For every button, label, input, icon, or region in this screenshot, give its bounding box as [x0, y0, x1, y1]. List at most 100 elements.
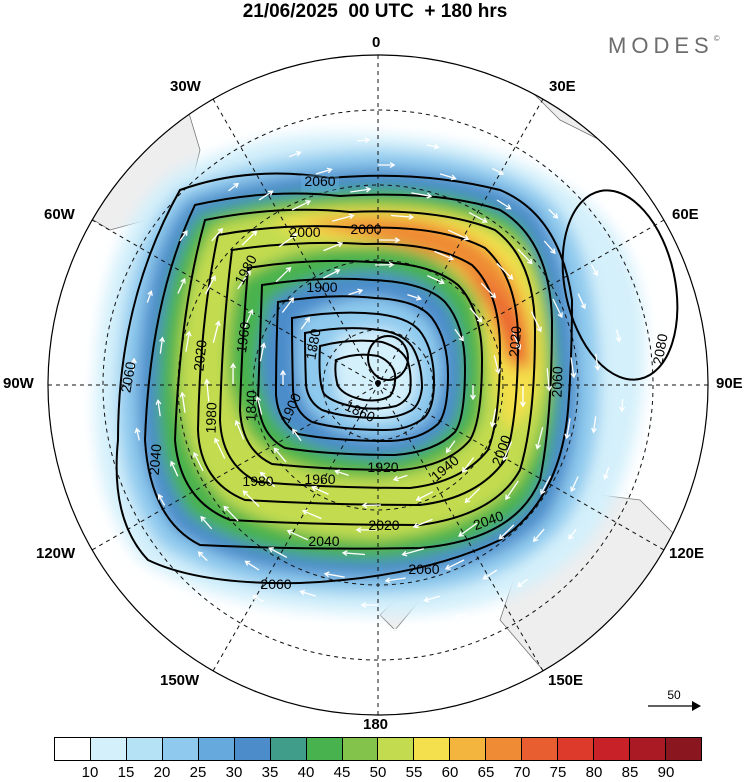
wind-vector: [259, 343, 265, 362]
contour-2000: [196, 225, 520, 507]
wind-vector-head: [311, 485, 317, 492]
wind-vector-head: [193, 451, 199, 458]
wind-vector: [241, 230, 257, 246]
wind-vector-head: [360, 602, 367, 608]
wind-vector: [503, 441, 513, 461]
wind-vector-head: [299, 589, 306, 596]
wind-vector: [455, 612, 468, 619]
wind-vector-head: [326, 167, 333, 174]
wind-vector-head: [267, 190, 274, 196]
wind-vector-head: [615, 336, 622, 343]
wind-vector: [315, 168, 332, 175]
wind-vector: [181, 392, 186, 413]
wind-vector-head: [461, 467, 468, 473]
wind-vector: [517, 578, 528, 587]
contour-1880: [303, 327, 424, 420]
wind-vector: [570, 357, 575, 378]
lon-label-180: 180: [363, 716, 389, 733]
wind-vector: [302, 510, 322, 520]
wind-vector: [604, 467, 610, 479]
colorbar-tick-label: 25: [189, 764, 207, 781]
wind-vector-head: [433, 143, 440, 150]
wind-vector-head: [619, 406, 626, 413]
wind-vector: [540, 475, 551, 495]
wind-vector-head: [357, 288, 364, 295]
wind-vector-head: [244, 560, 251, 566]
wind-vector-head: [450, 174, 457, 181]
wind-vector-head: [458, 531, 464, 537]
colorbar-swatch: [414, 738, 451, 760]
reference-vector: 50: [644, 688, 704, 718]
wind-vector: [533, 528, 545, 542]
wind-vector-head: [260, 342, 267, 349]
wind-vector-head: [245, 269, 251, 276]
reference-vector-value: 50: [667, 688, 681, 702]
wind-vector-head: [392, 475, 399, 482]
wind-vector: [268, 547, 288, 558]
wind-vector: [592, 416, 597, 433]
wind-vector-head: [130, 357, 137, 364]
wind-vector: [256, 396, 263, 415]
wind-vector-head: [408, 213, 415, 220]
wind-vector-head: [536, 326, 542, 333]
wind-vector-head: [550, 248, 556, 255]
wind-vector-head: [570, 486, 576, 493]
wind-vector: [496, 263, 514, 280]
wind-vector: [462, 457, 475, 473]
lon-label-120e: 120E: [669, 545, 705, 562]
wind-vector-head: [159, 336, 165, 343]
pole-marker: [375, 380, 381, 386]
wind-vector-head: [268, 547, 274, 553]
wind-vector: [157, 400, 161, 417]
wind-vector: [200, 516, 213, 530]
wind-vector: [275, 267, 291, 283]
map-title: 21/06/2025 00 UTC + 180 hrs: [242, 1, 508, 22]
colorbar-swatch: [342, 738, 379, 760]
wind-vector-head: [568, 534, 574, 540]
wind-vector-head: [185, 330, 192, 337]
wind-vector: [491, 408, 497, 427]
colorbar-tick-label: 45: [333, 764, 351, 781]
colorbar-swatch: [630, 738, 666, 760]
wind-vector: [323, 269, 340, 279]
wind-vector: [343, 552, 366, 556]
wind-vector-head: [385, 626, 392, 633]
wind-vector: [386, 628, 399, 631]
wind-vector: [300, 317, 310, 330]
wind-vector: [427, 275, 445, 284]
contour-label: 2000: [289, 224, 320, 240]
wind-vector: [324, 573, 345, 578]
wind-vector-head: [482, 574, 489, 580]
contour-2080-high: [561, 189, 679, 381]
wind-vector-head: [490, 292, 497, 299]
wind-vector-head: [295, 150, 302, 157]
wind-vector: [393, 474, 408, 481]
wind-vector: [300, 590, 317, 597]
colorbar-swatch: [55, 738, 91, 760]
wind-vector-head: [180, 277, 186, 284]
wind-vector-head: [454, 613, 461, 620]
wind-vector-head: [280, 369, 286, 376]
wind-vector-head: [557, 312, 563, 319]
shade-70: [300, 216, 531, 370]
wind-vector: [424, 595, 441, 602]
wind-vector-head: [540, 489, 546, 495]
wind-vector: [205, 275, 216, 295]
wind-vector-head: [210, 275, 216, 281]
colorbar-tick-label: 15: [117, 764, 135, 781]
wind-vector: [492, 167, 504, 175]
wind-vector: [252, 595, 264, 603]
wind-vector-head: [594, 365, 601, 371]
wind-vector-head: [516, 581, 523, 588]
wind-vector: [511, 330, 521, 350]
wind-vector-head: [323, 571, 330, 578]
wind-vector: [170, 461, 179, 477]
wind-vector-head: [286, 529, 293, 535]
wind-vector: [536, 427, 544, 449]
contour-1840: [334, 353, 397, 402]
contour-label: 2020: [506, 325, 525, 358]
wind-vector: [288, 151, 301, 158]
wind-vector: [469, 307, 482, 323]
colorbar-swatch: [378, 738, 415, 760]
